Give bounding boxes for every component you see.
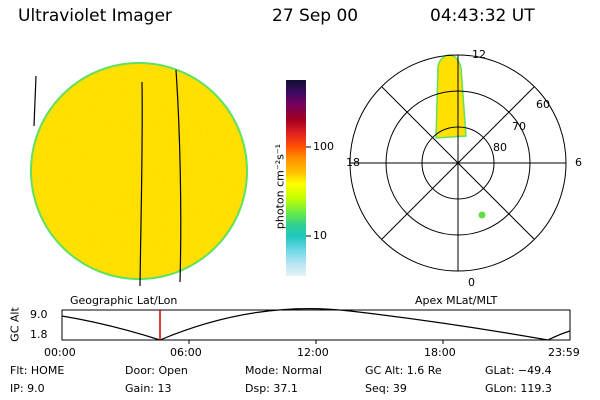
strip-x-tick-0000: 00:00: [44, 346, 76, 359]
strip-x-tick-0600: 06:00: [170, 346, 202, 359]
orbit-track-1: [33, 75, 37, 127]
colorbar-label-100: 100: [313, 140, 334, 153]
info-ip: IP: 9.0: [10, 382, 45, 395]
info-seq: Seq: 39: [365, 382, 407, 395]
mlt-label-0: 0: [468, 276, 475, 289]
info-glon: GLon: 119.3: [485, 382, 552, 395]
strip-y-tick-top: 9.0: [30, 308, 48, 321]
disk-rim: [30, 62, 248, 280]
info-door: Door: Open: [125, 364, 188, 377]
mlt-label-18: 18: [346, 156, 360, 169]
app-title: Ultraviolet Imager: [18, 6, 172, 26]
colorbar-gradient: [286, 80, 306, 276]
lat-label-70: 70: [512, 120, 526, 133]
orbit-track-3: [175, 69, 182, 283]
strip-x-tick-1800: 18:00: [424, 346, 456, 359]
strip-x-tick-1200: 12:00: [297, 346, 329, 359]
colorbar-label-10: 10: [313, 229, 327, 242]
time-label: 04:43:32 UT: [430, 6, 535, 26]
strip-x-tick-2359: 23:59: [548, 346, 580, 359]
strip-y-tick-bottom: 1.8: [30, 328, 48, 341]
lat-label-60: 60: [536, 98, 550, 111]
strip-frame: [61, 309, 571, 341]
info-mode: Mode: Normal: [245, 364, 322, 377]
lat-label-80: 80: [493, 141, 507, 154]
info-flt: Flt: HOME: [10, 364, 65, 377]
info-glat: GLat: −49.4: [485, 364, 552, 377]
apex-mlat-title: Apex MLat/MLT: [415, 294, 498, 307]
disk-texture: [31, 63, 247, 279]
orbit-track-2: [139, 81, 143, 287]
satellite-footprint-dot: [478, 211, 486, 219]
info-gc-alt: GC Alt: 1.6 Re: [365, 364, 442, 377]
polar-diagonal-2: [381, 86, 535, 240]
mlt-label-6: 6: [575, 156, 582, 169]
geo-latlon-title: Geographic Lat/Lon: [70, 294, 178, 307]
info-gain: Gain: 13: [125, 382, 172, 395]
info-dsp: Dsp: 37.1: [245, 382, 298, 395]
strip-y-label: GC Alt: [8, 307, 22, 342]
mlt-label-12: 12: [472, 48, 486, 61]
date-label: 27 Sep 00: [272, 6, 359, 26]
altitude-curve: [61, 308, 571, 341]
